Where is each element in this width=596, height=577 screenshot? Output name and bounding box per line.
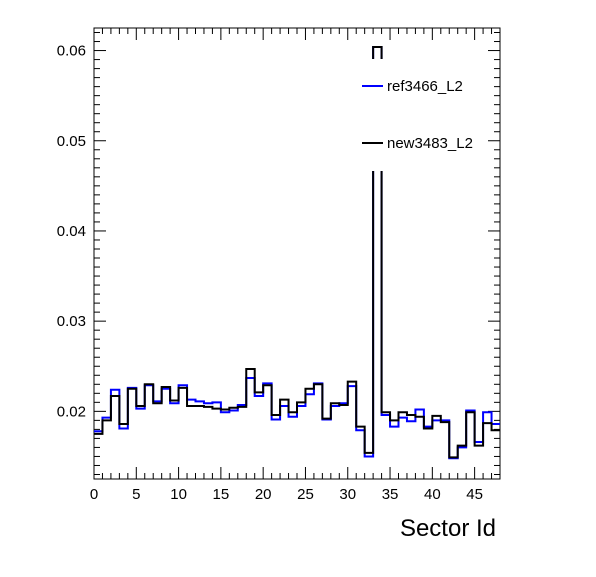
legend-label: new3483_L2: [387, 135, 473, 152]
x-tick-label: 15: [213, 486, 230, 503]
legend: ref3466_L2 new3483_L2: [358, 59, 473, 171]
y-tick-label: 0.03: [57, 313, 86, 330]
legend-box: [358, 59, 468, 171]
x-tick-label: 10: [170, 486, 187, 503]
legend-label: ref3466_L2: [387, 78, 463, 95]
series-line-new3483-l2: [94, 45, 500, 459]
tick-labels-layer: 0 5 10 15 20 25 30 35 40 45 0.02 0.03 0.04 0.05 0.06: [57, 43, 483, 503]
x-tick-label: 0: [90, 486, 98, 503]
y-tick-label: 0.05: [57, 133, 86, 150]
x-tick-label: 5: [132, 486, 140, 503]
y-tick-label: 0.04: [57, 223, 86, 240]
x-tick-label: 40: [424, 486, 441, 503]
y-tick-label: 0.06: [57, 43, 86, 60]
x-axis-title: Sector Id: [400, 515, 496, 542]
ticks-layer: [93, 28, 501, 479]
series-layer: [94, 45, 500, 460]
x-tick-label: 30: [339, 486, 356, 503]
y-tick-label: 0.02: [57, 403, 86, 420]
x-tick-label: 45: [466, 486, 483, 503]
x-tick-label: 35: [382, 486, 399, 503]
x-tick-label: 20: [255, 486, 272, 503]
x-tick-label: 25: [297, 486, 314, 503]
